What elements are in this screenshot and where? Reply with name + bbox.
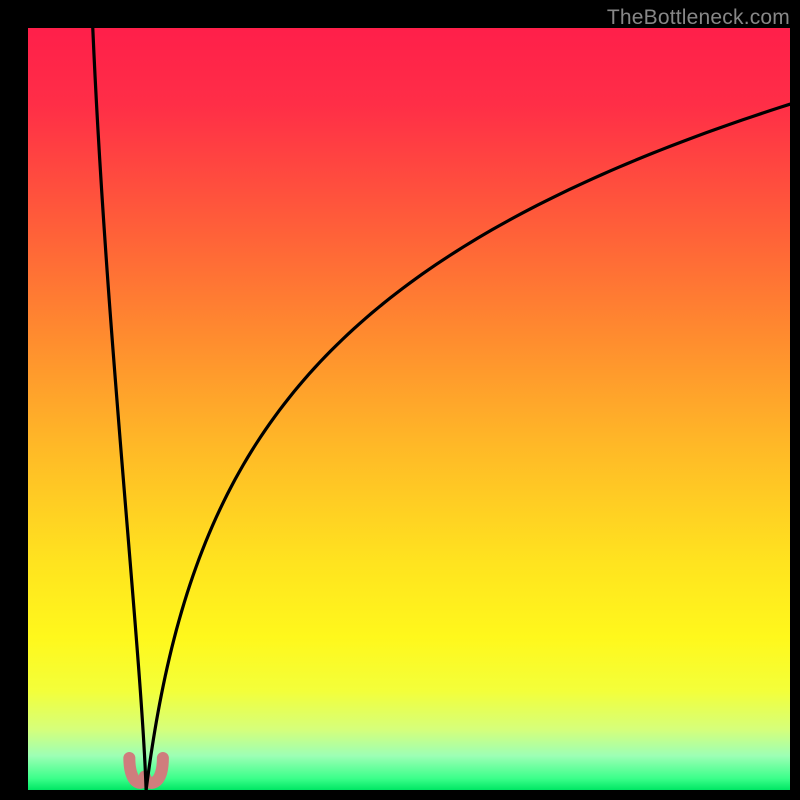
- plot-border-left: [0, 0, 28, 800]
- plot-border-bottom: [0, 790, 800, 800]
- chart-canvas: TheBottleneck.com: [0, 0, 800, 800]
- source-watermark: TheBottleneck.com: [607, 6, 790, 30]
- heat-gradient-background: [28, 28, 790, 790]
- plot-border-right: [790, 0, 800, 800]
